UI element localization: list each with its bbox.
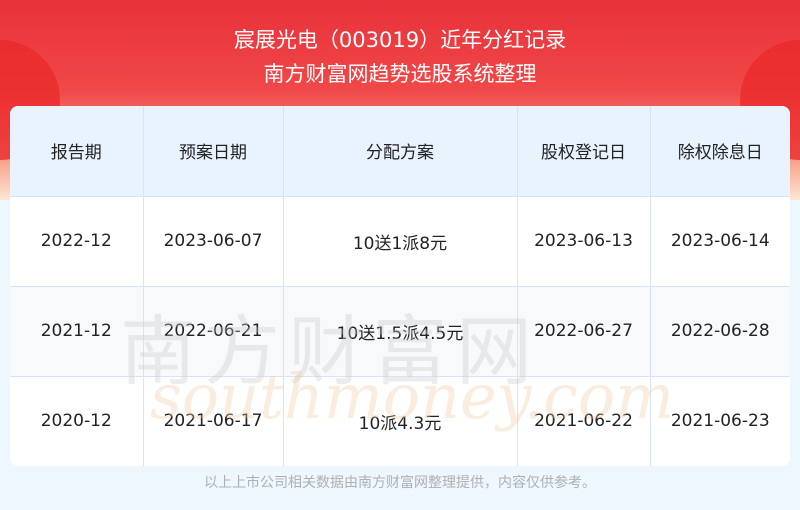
cell-report-period: 2022-12 bbox=[10, 196, 144, 287]
cell-plan-date: 2023-06-07 bbox=[143, 196, 284, 287]
col-header-distribution-plan: 分配方案 bbox=[283, 106, 518, 197]
table-row: 2020-12 2021-06-17 10派4.3元 2021-06-22 20… bbox=[10, 376, 790, 466]
cell-record-date: 2022-06-27 bbox=[517, 286, 651, 377]
cell-ex-date: 2022-06-28 bbox=[650, 286, 790, 377]
footer-disclaimer: 以上上市公司相关数据由南方财富网整理提供，内容仅供参考。 bbox=[204, 475, 596, 491]
cell-plan-date: 2022-06-21 bbox=[143, 286, 284, 377]
page-title: 宸展光电（003019）近年分红记录 bbox=[233, 28, 567, 52]
cell-plan-date: 2021-06-17 bbox=[143, 376, 284, 466]
cell-record-date: 2023-06-13 bbox=[517, 196, 651, 287]
table-header-row: 报告期 预案日期 分配方案 股权登记日 除权除息日 bbox=[10, 106, 790, 197]
cell-distribution-plan: 10派4.3元 bbox=[283, 376, 518, 466]
cell-ex-date: 2021-06-23 bbox=[650, 376, 790, 466]
page-subtitle: 南方财富网趋势选股系统整理 bbox=[263, 62, 537, 86]
col-header-record-date: 股权登记日 bbox=[517, 106, 651, 197]
col-header-plan-date: 预案日期 bbox=[143, 106, 284, 197]
dividend-table: 报告期 预案日期 分配方案 股权登记日 除权除息日 2022-12 2023-0… bbox=[10, 106, 790, 466]
col-header-ex-date: 除权除息日 bbox=[650, 106, 790, 197]
dividend-table-card: 报告期 预案日期 分配方案 股权登记日 除权除息日 2022-12 2023-0… bbox=[10, 106, 790, 466]
cell-record-date: 2021-06-22 bbox=[517, 376, 651, 466]
cell-report-period: 2020-12 bbox=[10, 376, 144, 466]
cell-distribution-plan: 10送1派8元 bbox=[283, 196, 518, 287]
table-row: 2021-12 2022-06-21 10送1.5派4.5元 2022-06-2… bbox=[10, 286, 790, 377]
table-row: 2022-12 2023-06-07 10送1派8元 2023-06-13 20… bbox=[10, 196, 790, 287]
cell-distribution-plan: 10送1.5派4.5元 bbox=[283, 286, 518, 377]
cell-report-period: 2021-12 bbox=[10, 286, 144, 377]
col-header-report-period: 报告期 bbox=[10, 106, 144, 197]
cell-ex-date: 2023-06-14 bbox=[650, 196, 790, 287]
